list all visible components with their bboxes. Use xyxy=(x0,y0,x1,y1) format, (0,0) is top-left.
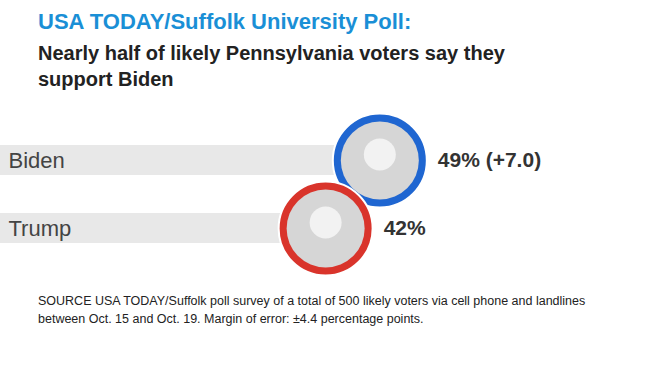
html-text:Nearly half of likely Pennsylv: Nearly half of likely Pennsylvania voter… xyxy=(38,42,505,90)
html-text:SOURCE USA TODAY/Suffolk poll: SOURCE USA TODAY/Suffolk poll survey of … xyxy=(38,294,586,326)
svg-text:Biden: Biden xyxy=(9,148,65,173)
svg-text:49% (+7.0): 49% (+7.0) xyxy=(438,148,541,171)
svg-text:42%: 42% xyxy=(384,216,426,239)
html-text:USA TODAY/Suffolk University P: USA TODAY/Suffolk University Poll: xyxy=(38,9,412,34)
svg-text:Trump: Trump xyxy=(9,216,72,241)
